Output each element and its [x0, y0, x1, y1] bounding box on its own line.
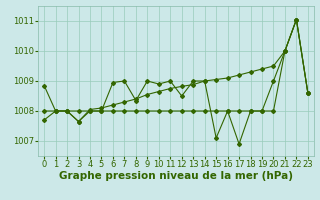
X-axis label: Graphe pression niveau de la mer (hPa): Graphe pression niveau de la mer (hPa): [59, 171, 293, 181]
